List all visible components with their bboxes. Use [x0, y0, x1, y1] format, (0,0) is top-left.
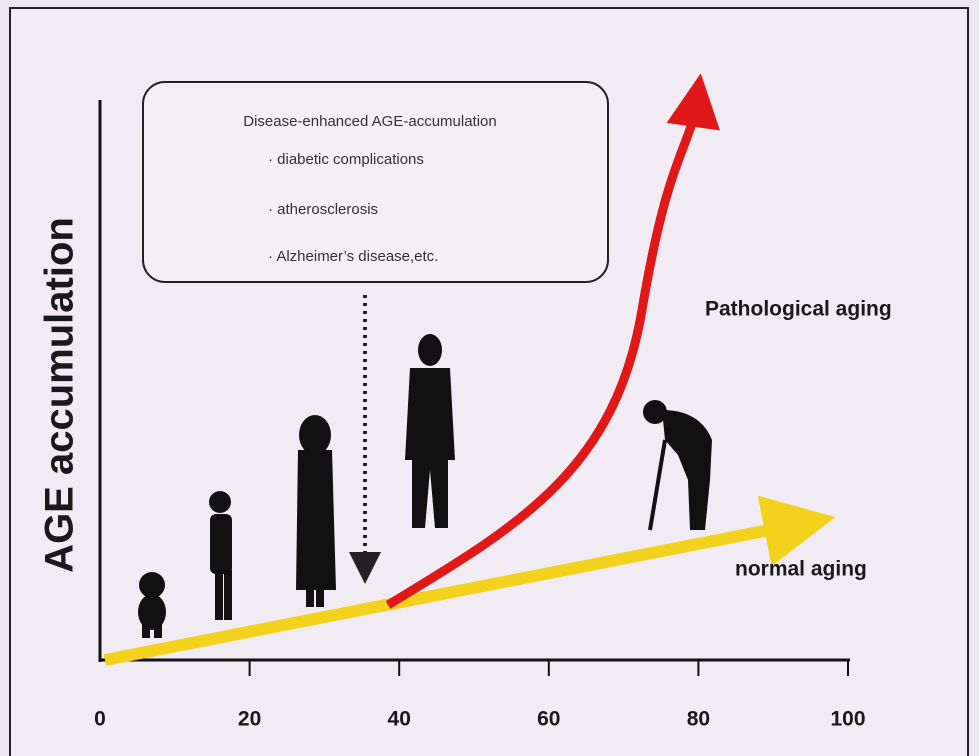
callout-item: · atherosclerosis	[268, 201, 378, 218]
page: AGE accumulation 0 20 40 60 80 100 Disease-en…	[0, 0, 979, 756]
callout-title: Disease-enhanced AGE-accumulation	[243, 113, 496, 130]
pathological-label: Pathological aging	[705, 298, 892, 321]
y-axis-label: AGE accumulation	[38, 217, 82, 573]
x-tick-label: 60	[537, 708, 560, 731]
x-tick-label: 0	[94, 708, 106, 731]
x-tick-label: 20	[238, 708, 261, 731]
x-tick-label: 80	[687, 708, 710, 731]
baby	[138, 572, 166, 638]
callout-item: · diabetic complications	[268, 151, 424, 168]
x-tick-label: 40	[388, 708, 411, 731]
callout-item: · Alzheimer’s disease,etc.	[268, 248, 438, 265]
x-tick-label: 100	[830, 708, 865, 731]
normal-label: normal aging	[735, 558, 867, 581]
diagram: AGE accumulation 0 20 40 60 80 100 Disease-en…	[0, 0, 979, 756]
